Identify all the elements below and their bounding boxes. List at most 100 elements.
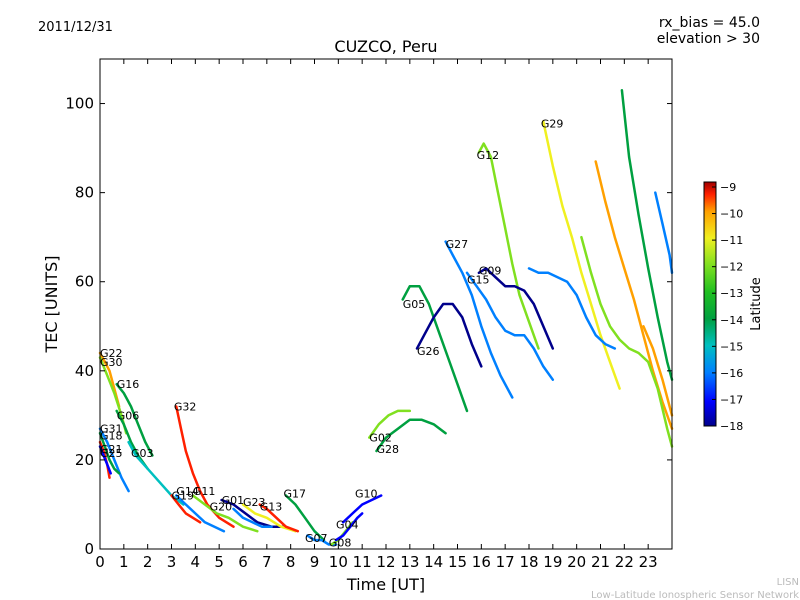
x-axis-label: Time [UT]: [346, 575, 425, 594]
colorbar-ticks: −9 −10 −11 −12 −13 −14 −15 −16 −17 −18: [712, 181, 743, 433]
satellite-label-g17: G17: [284, 487, 307, 500]
series-line-g16: [115, 382, 154, 457]
x-tick-label: 17: [496, 553, 515, 571]
x-tick-label: 11: [353, 553, 372, 571]
satellite-label-g28: G28: [377, 443, 400, 456]
colorbar-tick-label: −10: [720, 208, 743, 221]
series-line-g02: [368, 409, 412, 439]
series-line-g04: [334, 512, 364, 542]
x-tick-label: 20: [567, 553, 586, 571]
satellite-label-g01: G01: [222, 494, 245, 507]
x-tick-label: 23: [639, 553, 658, 571]
x-tick-label: 7: [262, 553, 272, 571]
satellite-label-g29: G29: [541, 118, 564, 131]
satellite-label-g08: G08: [329, 536, 352, 549]
series-line-unlabeled-35: [580, 235, 674, 448]
satellite-label-g03: G03: [131, 447, 154, 460]
colorbar-tick-label: −12: [720, 261, 743, 274]
series-line-g27: [444, 240, 514, 399]
series-layer: [98, 88, 674, 546]
series-line-g01: [220, 498, 288, 528]
satellite-label-g13: G13: [260, 501, 283, 514]
footer-org-short: LISN: [777, 577, 799, 588]
satellite-label-g27: G27: [446, 238, 469, 251]
x-tick-label: 13: [400, 553, 419, 571]
series-line-g18: [98, 431, 121, 475]
satellite-label-g15: G15: [467, 274, 490, 287]
x-tick-label: 9: [310, 553, 320, 571]
satellite-label-g09: G09: [479, 265, 502, 278]
x-tick-label: 1: [119, 553, 129, 571]
y-tick-label: 60: [75, 273, 94, 291]
series-line-g19: [170, 494, 202, 524]
satellite-label-g26: G26: [417, 345, 440, 358]
plot-frame: [99, 58, 673, 550]
y-tick-label: 80: [75, 184, 94, 202]
x-tick-label: 0: [95, 553, 105, 571]
series-line-g09: [477, 267, 555, 350]
series-line-g31: [98, 427, 130, 493]
colorbar-label: Latitude: [749, 277, 764, 331]
series-line-g11: [191, 494, 259, 533]
x-tick-label: 15: [448, 553, 467, 571]
y-axis-label: TEC [UNITS]: [42, 256, 61, 354]
date-label: 2011/12/31: [38, 20, 113, 35]
x-tick-label: 2: [143, 553, 153, 571]
series-line-g23: [241, 503, 297, 533]
satellite-label-g14: G14: [176, 485, 199, 498]
satellite-label-g02: G02: [369, 432, 392, 445]
satellite-label-g19: G19: [172, 490, 195, 503]
x-tick-label: 19: [543, 553, 562, 571]
colorbar-tick-label: −9: [720, 181, 736, 194]
x-tick-label: 22: [615, 553, 634, 571]
colorbar-tick-label: −14: [720, 314, 743, 327]
y-tick-label: 0: [84, 540, 94, 558]
colorbar-tick-label: −13: [720, 287, 743, 300]
series-line-g10: [341, 494, 383, 524]
colorbar: [703, 181, 717, 427]
colorbar-tick-label: −18: [720, 420, 743, 433]
satellite-label-g23: G23: [243, 496, 266, 509]
series-line-g26: [415, 302, 483, 368]
series-line-unlabeled-31: [527, 267, 617, 350]
satellite-label-g25: G25: [100, 447, 123, 460]
satellite-label-g12: G12: [477, 149, 500, 162]
colorbar-tick-label: −16: [720, 367, 743, 380]
satellite-label-g30: G30: [100, 356, 123, 369]
y-tick-label: 20: [75, 451, 94, 469]
satellite-label-g06: G06: [117, 409, 140, 422]
axis-ticks: 0 1 2 3 4 5 6 7 8 9 10 11 12 13 14 15 16 17 18 19 20 21 22 2302…: [65, 59, 672, 571]
x-tick-label: 8: [286, 553, 296, 571]
satellite-label-g21: G21: [100, 443, 123, 456]
satellite-label-g05: G05: [403, 298, 426, 311]
footer-org-long: Low-Latitude Ionospheric Sensor Network: [591, 590, 799, 600]
series-line-g28: [375, 418, 447, 453]
colorbar-tick-label: −17: [720, 393, 743, 406]
series-line-unlabeled-32: [594, 160, 674, 430]
satellite-label-g04: G04: [336, 519, 359, 532]
satellite-label-g32: G32: [174, 401, 197, 414]
satellite-label-g11: G11: [193, 485, 216, 498]
x-tick-label: 6: [238, 553, 248, 571]
colorbar-tick-label: −15: [720, 340, 743, 353]
series-line-g20: [232, 507, 273, 528]
x-tick-label: 21: [591, 553, 610, 571]
series-line-g14: [175, 494, 226, 533]
satellite-label-g16: G16: [117, 378, 140, 391]
rx-bias-label: rx_bias = 45.0: [659, 15, 760, 31]
x-tick-label: 5: [214, 553, 224, 571]
series-line-g15: [465, 271, 555, 381]
x-tick-label: 3: [167, 553, 177, 571]
series-line-g29: [542, 120, 621, 390]
satellite-label-g20: G20: [210, 501, 233, 514]
satellite-label-g07: G07: [305, 532, 328, 545]
x-tick-label: 14: [424, 553, 443, 571]
satellite-label-g22: G22: [100, 347, 123, 360]
series-line-unlabeled-33: [620, 88, 674, 381]
chart-title: CUZCO, Peru: [334, 37, 437, 56]
x-tick-label: 4: [191, 553, 201, 571]
x-tick-label: 18: [519, 553, 538, 571]
x-tick-label: 16: [472, 553, 491, 571]
